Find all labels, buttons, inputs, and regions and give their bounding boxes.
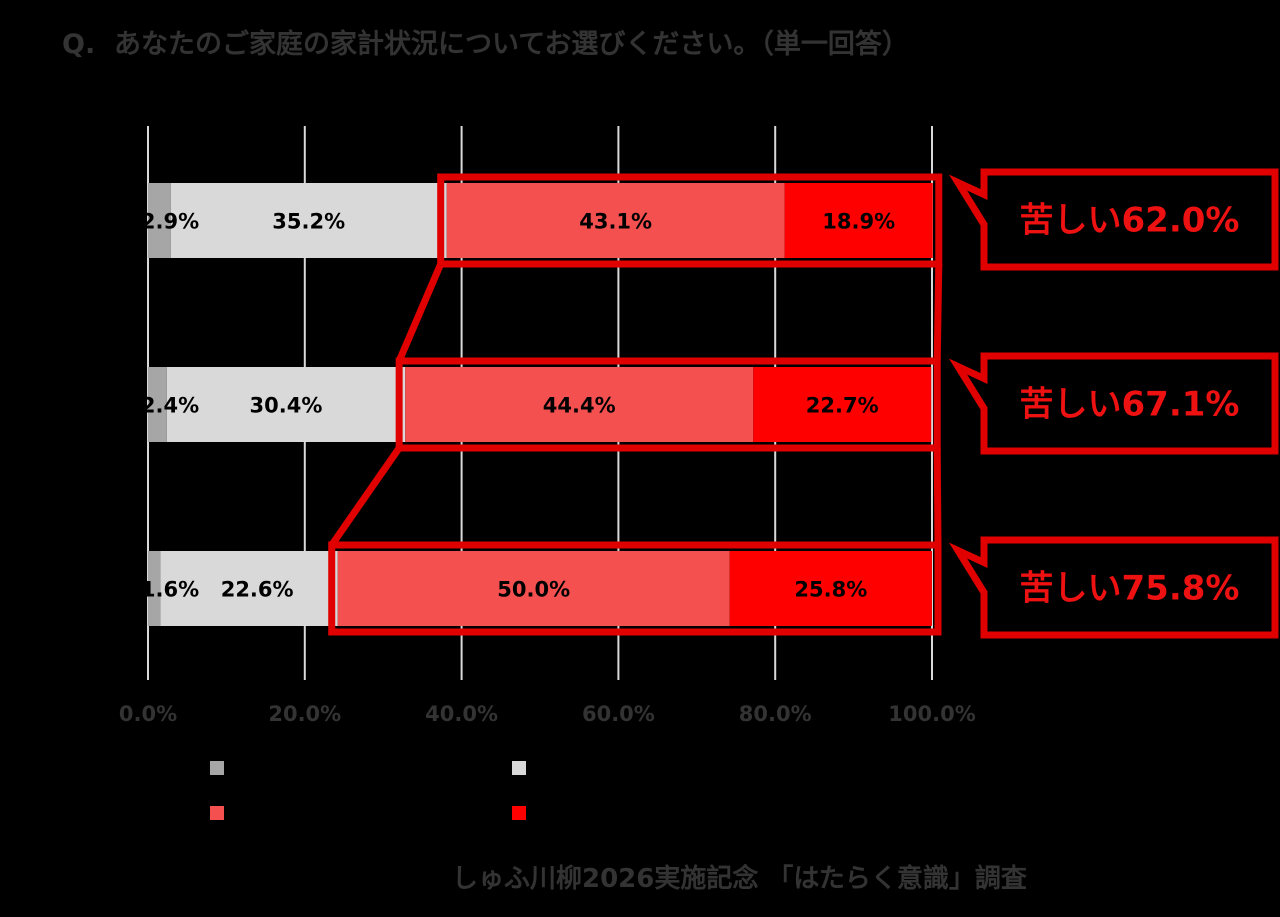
bar-segment xyxy=(784,183,933,258)
callout-box xyxy=(948,352,1279,455)
x-axis: 0.0% 20.0% 40.0% 60.0% 80.0% 100.0% xyxy=(119,702,976,726)
callout-label: 苦しい67.1% xyxy=(1020,385,1240,425)
data-label: 44.4% xyxy=(543,394,616,418)
connector-line xyxy=(328,446,403,547)
x-tick-label: 80.0% xyxy=(739,702,812,726)
legend-swatch xyxy=(210,806,224,820)
bar-segment xyxy=(148,183,171,258)
callout-box xyxy=(948,168,1279,271)
hard-highlight xyxy=(328,173,943,636)
callout-label: 苦しい75.8% xyxy=(1020,569,1240,609)
data-label: 22.6% xyxy=(221,578,294,602)
callouts: 苦しい62.0% 苦しい67.1% 苦しい75.8% xyxy=(948,168,1279,639)
data-label: 1.6% xyxy=(141,578,199,602)
x-tick-label: 20.0% xyxy=(268,702,341,726)
bar-segment xyxy=(729,551,932,626)
connector-line xyxy=(933,263,943,362)
bar-segment xyxy=(753,367,932,442)
data-label: 2.4% xyxy=(141,394,199,418)
callout-label: 苦しい62.0% xyxy=(1020,201,1240,241)
legend-swatch xyxy=(512,761,526,775)
question-title: Q. あなたのご家庭の家計状況についてお選びください。（単一回答） xyxy=(62,29,909,60)
x-tick-label: 100.0% xyxy=(888,702,975,726)
connector-line xyxy=(395,262,444,363)
hard-highlight-frame xyxy=(328,541,942,636)
data-label: 35.2% xyxy=(272,210,345,234)
data-label: 2.9% xyxy=(141,210,199,234)
bar-segment xyxy=(446,183,785,258)
bar-segment xyxy=(148,367,167,442)
data-label: 25.8% xyxy=(794,578,867,602)
hard-highlight-frame xyxy=(395,357,941,452)
legend-swatch xyxy=(210,761,224,775)
bar-labels: 2.9% 35.2% 43.1% 18.9% 2.4% 30.4% 44.4% 22.7% 1.… xyxy=(141,210,895,602)
connector-line xyxy=(933,447,942,546)
legend-swatch xyxy=(512,806,526,820)
bars xyxy=(148,183,933,626)
data-label: 18.9% xyxy=(822,210,895,234)
hard-highlight-frame xyxy=(437,173,943,268)
x-tick-label: 0.0% xyxy=(119,702,177,726)
callout-box xyxy=(948,536,1279,639)
bar-segment xyxy=(337,551,730,626)
bar-segment xyxy=(170,183,447,258)
x-tick-label: 40.0% xyxy=(425,702,498,726)
bar-segment xyxy=(148,551,161,626)
data-label: 43.1% xyxy=(579,210,652,234)
bar-segment xyxy=(405,367,754,442)
data-label: 50.0% xyxy=(497,578,570,602)
x-tick-label: 60.0% xyxy=(582,702,655,726)
data-label: 30.4% xyxy=(250,394,323,418)
survey-credit: しゅふ川柳2026実施記念 「はたらく意識」調査 xyxy=(452,864,1027,894)
bar-segment xyxy=(166,367,406,442)
data-label: 22.7% xyxy=(806,394,879,418)
legend xyxy=(210,761,526,820)
bar-segment xyxy=(160,551,338,626)
